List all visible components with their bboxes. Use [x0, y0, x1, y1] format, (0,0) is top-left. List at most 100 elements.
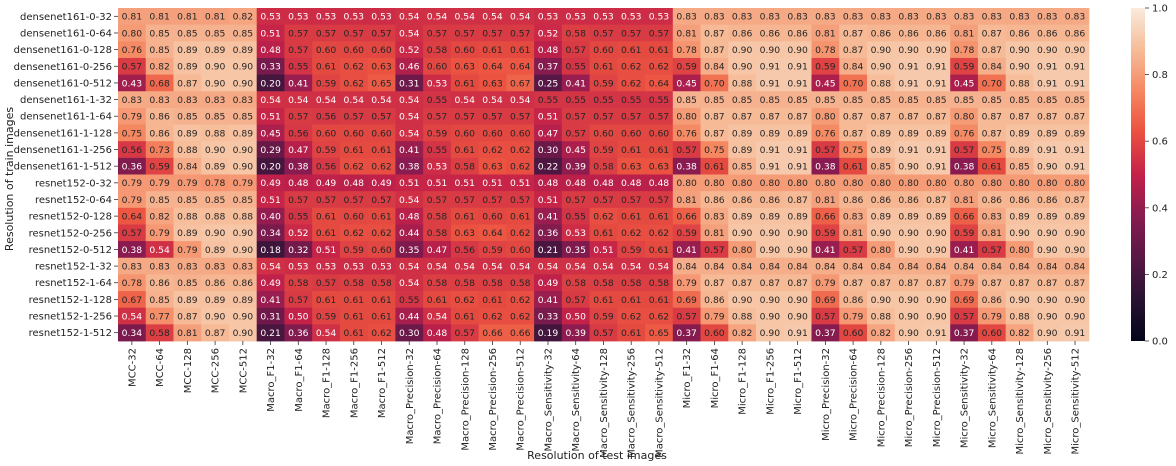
heatmap-cell: [589, 107, 618, 125]
cell-value-label: 0.76: [815, 128, 836, 139]
cell-value-label: 0.89: [898, 128, 919, 139]
heatmap-cell: [839, 91, 868, 109]
cell-value-label: 0.53: [427, 162, 448, 173]
cell-value-label: 0.53: [649, 12, 670, 23]
heatmap-cell: [395, 291, 424, 309]
cell-value-label: 0.59: [621, 245, 642, 256]
cell-value-label: 0.62: [482, 145, 502, 156]
heatmap-cell: [534, 307, 563, 325]
cell-value-label: 0.38: [288, 162, 309, 173]
heatmap-cell: [1033, 224, 1062, 242]
cell-value-label: 0.87: [871, 112, 892, 123]
heatmap-cell: [1033, 174, 1062, 192]
heatmap-cell: [728, 107, 757, 125]
heatmap-cell: [395, 91, 424, 109]
heatmap-cell: [700, 307, 729, 325]
heatmap-cell: [395, 157, 424, 175]
cell-value-label: 0.87: [898, 112, 919, 123]
heatmap-cell: [423, 8, 452, 26]
cell-value-label: 0.60: [621, 128, 642, 139]
heatmap-cell: [756, 157, 785, 175]
heatmap-cell: [1005, 324, 1034, 342]
heatmap-cell: [478, 191, 507, 209]
heatmap-cell: [783, 241, 812, 259]
heatmap-cell: [866, 57, 896, 75]
cell-value-label: 0.85: [732, 162, 753, 173]
heatmap-cell: [367, 224, 396, 242]
cell-value-label: 0.89: [233, 295, 254, 306]
cell-value-label: 0.83: [177, 95, 198, 106]
cell-value-label: 0.86: [843, 195, 864, 206]
heatmap-cell: [728, 74, 757, 92]
heatmap-cell: [395, 124, 424, 142]
heatmap-cell: [756, 41, 785, 59]
cell-value-label: 0.62: [455, 295, 475, 306]
cell-value-label: 0.61: [482, 295, 502, 306]
cell-value-label: 0.44: [399, 311, 420, 322]
cell-value-label: 0.89: [760, 212, 781, 223]
heatmap-cell: [866, 307, 896, 325]
heatmap-cell: [478, 241, 507, 259]
cell-value-label: 0.38: [122, 245, 143, 256]
cell-value-label: 0.61: [455, 78, 475, 89]
cell-value-label: 0.45: [565, 145, 586, 156]
heatmap-cell: [1033, 141, 1062, 159]
cell-value-label: 0.57: [122, 228, 143, 239]
cell-value-label: 0.54: [399, 112, 420, 123]
heatmap-cell: [1005, 74, 1034, 92]
heatmap-cell: [700, 257, 729, 275]
heatmap-cell: [839, 274, 868, 292]
cell-value-label: 0.47: [538, 128, 559, 139]
cell-value-label: 0.57: [288, 28, 309, 39]
heatmap-cell: [1033, 8, 1062, 26]
cell-value-label: 0.56: [316, 112, 337, 123]
heatmap-cell: [894, 224, 923, 242]
cell-value-label: 0.87: [1065, 195, 1086, 206]
heatmap-cell: [534, 324, 563, 342]
cell-value-label: 0.59: [954, 228, 975, 239]
cell-value-label: 0.48: [538, 45, 559, 56]
heatmap-cell: [1033, 207, 1062, 225]
column-label: Macro_Precision-512: [516, 348, 527, 451]
cell-value-label: 0.61: [455, 311, 475, 322]
heatmap-cell: [617, 24, 646, 42]
heatmap-cell: [756, 307, 785, 325]
heatmap-cell: [145, 141, 174, 159]
cell-value-label: 0.83: [843, 212, 864, 223]
heatmap-cell: [478, 207, 507, 225]
heatmap-cell: [339, 8, 369, 26]
cell-value-label: 0.90: [787, 245, 808, 256]
heatmap-cell: [645, 91, 674, 109]
cell-value-label: 0.57: [593, 28, 614, 39]
cell-value-label: 0.54: [427, 261, 448, 272]
heatmap-cell: [950, 207, 979, 225]
heatmap-cell: [672, 241, 701, 259]
cell-value-label: 0.83: [704, 12, 725, 23]
cell-value-label: 0.61: [371, 145, 391, 156]
cell-value-label: 0.57: [455, 112, 476, 123]
heatmap-cell: [395, 41, 424, 59]
heatmap-cell: [256, 241, 285, 259]
cell-value-label: 0.57: [316, 28, 337, 39]
heatmap-cell: [201, 74, 230, 92]
cell-value-label: 0.86: [871, 195, 892, 206]
heatmap-cell: [811, 274, 840, 292]
cell-value-label: 0.80: [954, 112, 975, 123]
heatmap-cell: [977, 207, 1007, 225]
heatmap-cell: [922, 174, 951, 192]
heatmap-cell: [534, 241, 563, 259]
heatmap-cell: [672, 107, 701, 125]
heatmap-cell: [728, 207, 757, 225]
heatmap-cell: [118, 8, 147, 26]
cell-value-label: 0.88: [177, 212, 198, 223]
cell-value-label: 0.58: [482, 278, 503, 289]
cell-value-label: 0.55: [288, 212, 309, 223]
cell-value-label: 0.81: [954, 28, 974, 39]
cell-value-label: 0.85: [954, 95, 975, 106]
cell-value-label: 0.48: [344, 178, 365, 189]
cell-value-label: 0.86: [732, 195, 753, 206]
heatmap-cell: [700, 174, 729, 192]
heatmap-cell: [118, 91, 147, 109]
heatmap-cell: [728, 157, 757, 175]
cell-value-label: 0.80: [926, 178, 947, 189]
